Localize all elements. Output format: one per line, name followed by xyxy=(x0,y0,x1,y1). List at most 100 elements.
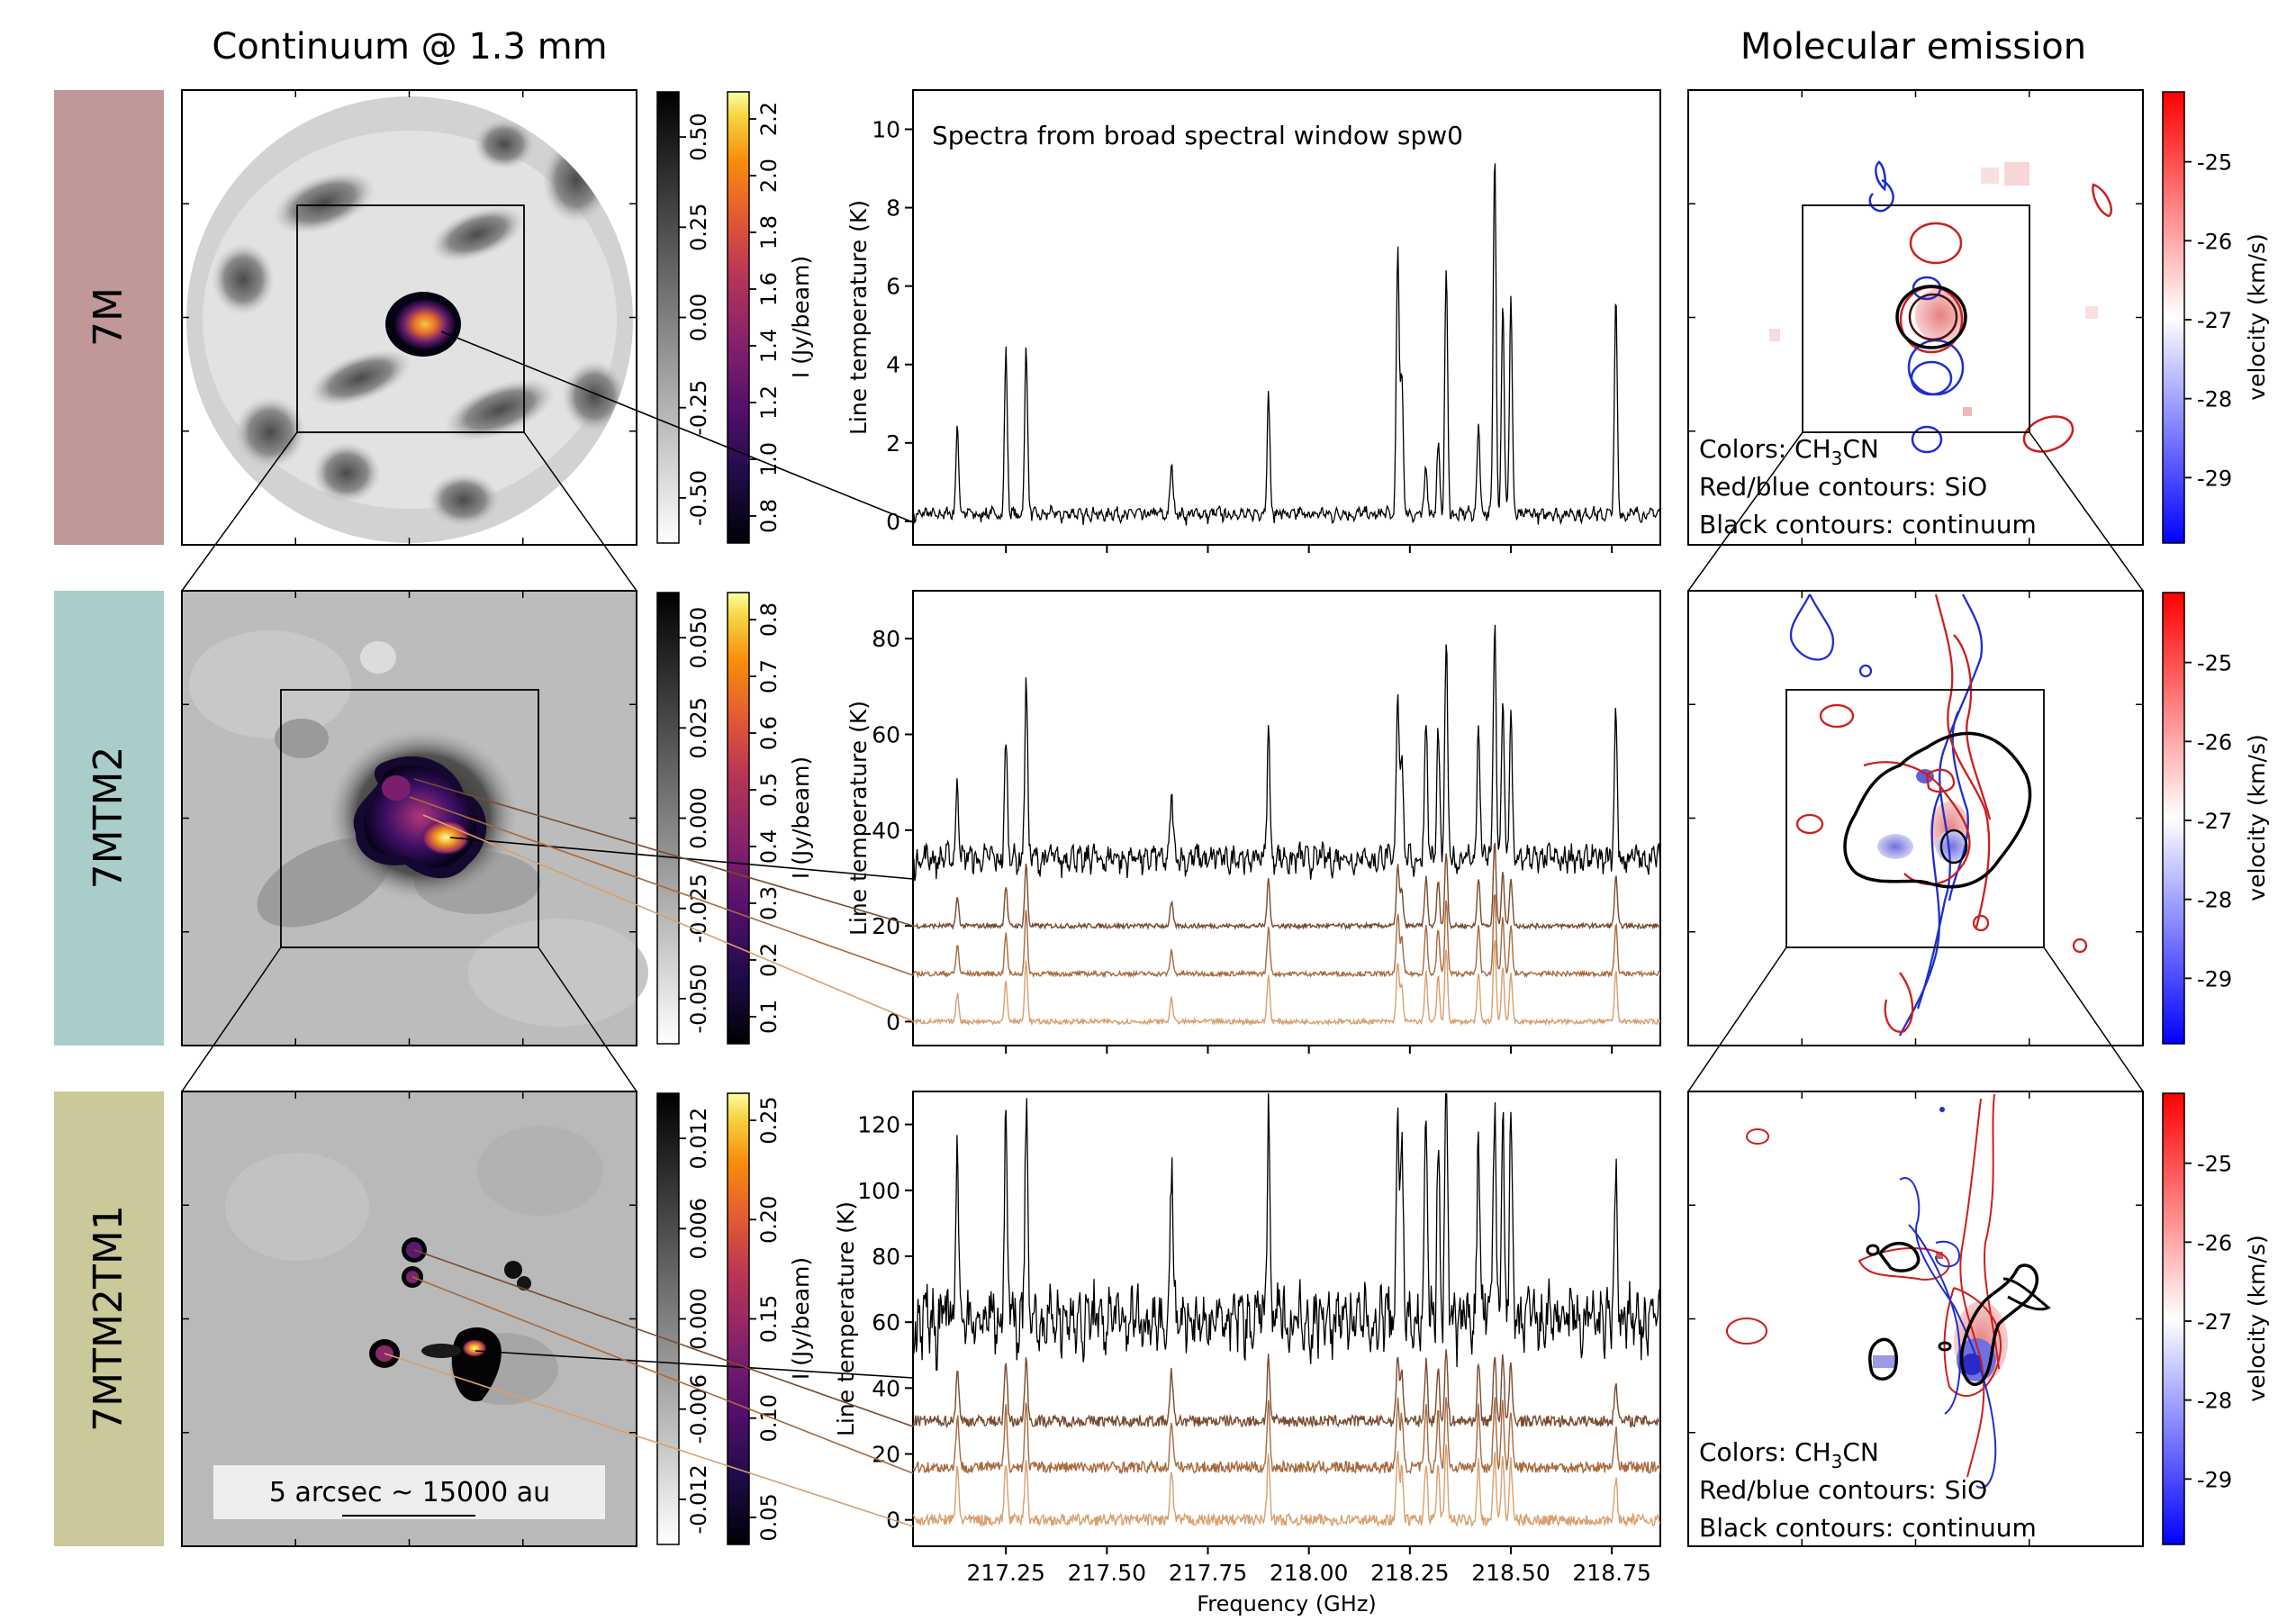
velocity-tick-label: -29 xyxy=(2197,466,2232,491)
velocity-colorbar-2: -25 -26 -27 -28 -29 velocity (km/s) xyxy=(2162,1092,2270,1545)
molecular-panel-7MTM2TM1 xyxy=(1687,1091,2144,1547)
legend-cont: Black contours: continuum xyxy=(1699,1513,2037,1543)
color-tick-label: 0.8 xyxy=(756,499,782,533)
color-tick-label: 2.2 xyxy=(756,102,782,136)
source-connector-lines xyxy=(384,331,914,1527)
velocity-tick-label: -26 xyxy=(2197,229,2232,254)
gray-tick-label: -0.006 xyxy=(686,1374,711,1444)
x-tick-label: 218.25 xyxy=(1370,1560,1449,1586)
row-label-7M: 7M xyxy=(54,90,164,545)
spectrum-frame xyxy=(912,590,1661,1046)
y-axis-label: Line temperature (K) xyxy=(845,200,872,435)
spectrum-lines xyxy=(913,624,1660,1027)
velocity-colorbar-0: -25 -26 -27 -28 -29 velocity (km/s) xyxy=(2162,91,2270,544)
velocity-colorbar-1: -25 -26 -27 -28 -29 velocity (km/s) xyxy=(2162,592,2270,1045)
molecular-heading: Molecular emission xyxy=(1740,26,2086,68)
inferno-colorbar xyxy=(727,1092,750,1545)
spectrum-series-0 xyxy=(913,163,1660,526)
gray-tick-label: -0.012 xyxy=(686,1464,711,1534)
continuum-colorbar-0: 0.50 0.25 0.00 -0.25 -0.50 2.2 2.0 1.8 1.6 1.4 1.2… xyxy=(656,91,814,544)
gray-tick-label: 0.00 xyxy=(686,294,711,341)
spectrum-frame xyxy=(912,89,1661,546)
gray-tick-label: 0.25 xyxy=(686,204,711,251)
y-tick-label: 40 xyxy=(872,818,900,844)
spectrum-series-1 xyxy=(913,1349,1660,1429)
y-tick-label: 100 xyxy=(857,1178,900,1204)
color-tick-label: 1.4 xyxy=(756,329,782,363)
velocity-tick-label: -27 xyxy=(2197,308,2232,333)
velocity-colorbar-bar xyxy=(2162,1092,2185,1545)
row-label-7MTM2TM1: 7MTM2TM1 xyxy=(54,1091,164,1546)
molecular-panel-7M xyxy=(1687,89,2144,546)
legend-cont: Black contours: continuum xyxy=(1699,510,2037,539)
velocity-tick-label: -27 xyxy=(2197,809,2232,834)
colorbar-label: I (Jy/beam) xyxy=(788,756,814,879)
gray-tick-label: 0.050 xyxy=(686,607,711,669)
continuum-image-7MTM2TM1: 5 arcsec ~ 15000 au xyxy=(181,1091,637,1547)
y-tick-label: 80 xyxy=(872,1244,900,1270)
gray-tick-label: 0.025 xyxy=(686,697,711,759)
colorbar-label: I (Jy/beam) xyxy=(788,1257,814,1380)
color-tick-label: 0.1 xyxy=(756,1000,782,1034)
gray-tick-label: -0.25 xyxy=(686,380,711,436)
row-label-text: 7MTM2 xyxy=(86,747,131,890)
inferno-colorbar xyxy=(727,592,750,1045)
legend-sio: Red/blue contours: SiO xyxy=(1699,1475,1987,1505)
y-tick-label: 120 xyxy=(857,1112,900,1138)
color-tick-label: 0.5 xyxy=(756,773,782,807)
velocity-tick-label: -28 xyxy=(2197,888,2232,913)
spectrum-series-3 xyxy=(913,940,1660,1027)
y-axis-label: Line temperature (K) xyxy=(833,1201,859,1436)
legend-7M: Colors: CH3CN Red/blue contours: SiO Bla… xyxy=(1699,434,2037,539)
velocity-tick-label: -27 xyxy=(2197,1309,2232,1335)
continuum-colorbar-2: 0.012 0.006 0.000 -0.006 -0.012 0.25 0.20 0.15 0… xyxy=(656,1092,814,1545)
spectrum-series-0 xyxy=(913,1093,1660,1372)
spectra-annotation: Spectra from broad spectral window spw0 xyxy=(932,121,1463,150)
gray-tick-label: 0.50 xyxy=(686,113,711,160)
continuum-image-7M xyxy=(181,89,637,546)
colorbar-label: I (Jy/beam) xyxy=(788,256,814,378)
panel-frame-ticks xyxy=(182,90,2143,1546)
velocity-tick-label: -28 xyxy=(2197,387,2232,412)
row-label-text: 7M xyxy=(86,287,131,347)
velocity-tick-label: -25 xyxy=(2197,1152,2232,1177)
gray-tick-label: 0.012 xyxy=(686,1108,711,1170)
y-tick-label: 60 xyxy=(872,721,900,747)
legend-colors: Colors: CH3CN xyxy=(1699,1437,1879,1472)
spectrum-series-2 xyxy=(913,893,1660,979)
x-tick-label: 217.50 xyxy=(1068,1560,1146,1586)
molecular-zoom-lines xyxy=(1687,431,2144,1092)
y-axis-label: Line temperature (K) xyxy=(845,701,872,936)
color-tick-label: 2.0 xyxy=(756,158,782,193)
legend-7MTM2TM1: Colors: CH3CN Red/blue contours: SiO Bla… xyxy=(1699,1437,2037,1543)
color-tick-label: 1.6 xyxy=(756,272,782,306)
velocity-colorbar-bar xyxy=(2162,91,2185,544)
velocity-tick-label: -29 xyxy=(2197,1467,2232,1492)
velocity-tick-label: -26 xyxy=(2197,1230,2232,1255)
color-tick-label: 1.2 xyxy=(756,385,782,420)
y-tick-label: 4 xyxy=(886,352,900,378)
continuum-heading: Continuum @ 1.3 mm xyxy=(212,26,607,68)
color-tick-label: 0.10 xyxy=(756,1394,782,1442)
velocity-label: velocity (km/s) xyxy=(2244,734,2270,901)
scalebar-label: 5 arcsec ~ 15000 au xyxy=(269,1477,550,1508)
velocity-tick-label: -28 xyxy=(2197,1389,2232,1414)
y-tick-label: 0 xyxy=(886,1009,900,1035)
color-tick-label: 0.25 xyxy=(756,1096,782,1144)
color-tick-label: 0.05 xyxy=(756,1493,782,1541)
gray-tick-label: 0.000 xyxy=(686,787,711,849)
continuum-zoom-lines xyxy=(181,431,637,1092)
spectrum-series-2 xyxy=(913,1397,1660,1475)
row-label-text: 7MTM2TM1 xyxy=(86,1205,131,1432)
gray-tick-label: -0.050 xyxy=(686,964,711,1033)
color-tick-label: 0.3 xyxy=(756,886,782,920)
color-tick-label: 0.4 xyxy=(756,829,782,864)
gray-tick-label: 0.000 xyxy=(686,1288,711,1350)
color-tick-label: 0.7 xyxy=(756,659,782,693)
velocity-label: velocity (km/s) xyxy=(2244,1235,2270,1401)
gray-colorbar xyxy=(656,91,680,544)
